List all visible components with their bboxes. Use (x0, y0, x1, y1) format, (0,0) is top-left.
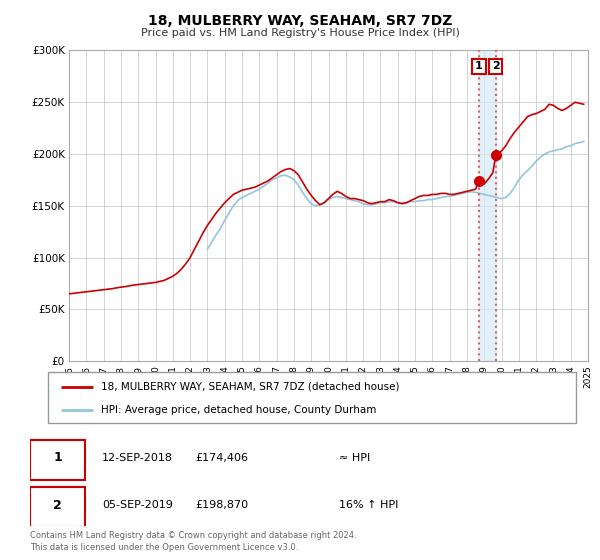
Text: 2: 2 (492, 61, 500, 71)
Bar (479, 50, 496, 361)
Text: £174,406: £174,406 (196, 453, 248, 463)
Text: This data is licensed under the Open Government Licence v3.0.: This data is licensed under the Open Gov… (30, 543, 298, 552)
Text: 18, MULBERRY WAY, SEAHAM, SR7 7DZ: 18, MULBERRY WAY, SEAHAM, SR7 7DZ (148, 14, 452, 28)
Text: Contains HM Land Registry data © Crown copyright and database right 2024.: Contains HM Land Registry data © Crown c… (30, 531, 356, 540)
FancyBboxPatch shape (30, 440, 85, 480)
Text: ≈ HPI: ≈ HPI (339, 453, 370, 463)
Text: Price paid vs. HM Land Registry's House Price Index (HPI): Price paid vs. HM Land Registry's House … (140, 28, 460, 38)
Text: £198,870: £198,870 (196, 501, 249, 511)
FancyBboxPatch shape (30, 487, 85, 528)
Text: HPI: Average price, detached house, County Durham: HPI: Average price, detached house, Coun… (101, 405, 376, 415)
Text: 12-SEP-2018: 12-SEP-2018 (102, 453, 173, 463)
Text: 2: 2 (53, 499, 62, 512)
Text: 18, MULBERRY WAY, SEAHAM, SR7 7DZ (detached house): 18, MULBERRY WAY, SEAHAM, SR7 7DZ (detac… (101, 381, 400, 391)
Text: 16% ↑ HPI: 16% ↑ HPI (339, 501, 398, 511)
Text: 1: 1 (53, 451, 62, 464)
Text: 1: 1 (475, 61, 483, 71)
Text: 05-SEP-2019: 05-SEP-2019 (102, 501, 173, 511)
